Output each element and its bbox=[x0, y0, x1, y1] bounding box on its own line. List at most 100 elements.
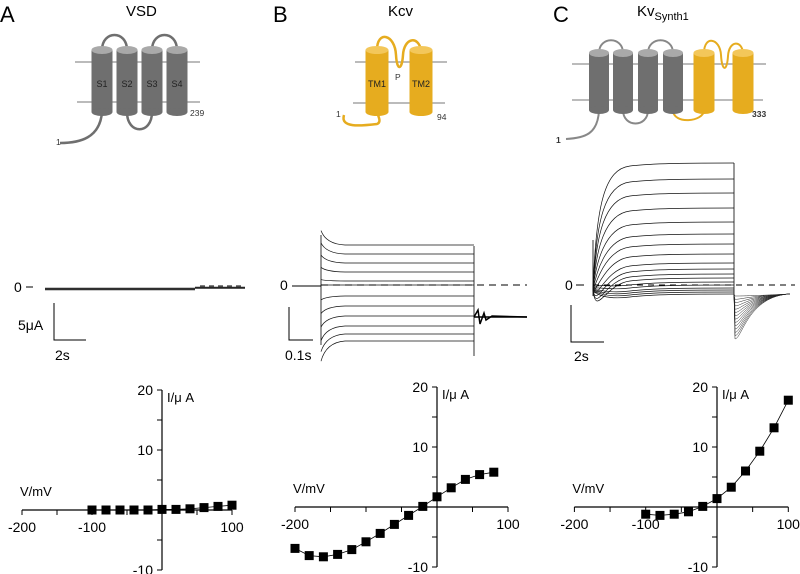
loop bbox=[150, 33, 179, 51]
data-point bbox=[712, 494, 722, 504]
helix-body bbox=[91, 50, 113, 112]
helix-top bbox=[693, 49, 715, 57]
data-point bbox=[655, 510, 665, 520]
data-point bbox=[143, 505, 153, 515]
helix-bottom bbox=[663, 106, 683, 114]
current-trace bbox=[45, 288, 245, 291]
helix-cylinder: TM1 bbox=[365, 46, 389, 116]
zero-label-b: 0 bbox=[280, 277, 288, 293]
helix-body bbox=[365, 50, 389, 112]
scale-bar-b bbox=[288, 307, 313, 341]
iv-plot-c: -200 -100 100 20 10 -10 V/mV I/μ A bbox=[560, 379, 800, 574]
y-tick-label: -10 bbox=[408, 559, 428, 574]
scale-time-a: 2s bbox=[55, 347, 70, 363]
helix-bottom bbox=[166, 108, 188, 116]
current-trace bbox=[592, 192, 735, 291]
helix-top bbox=[166, 46, 188, 54]
scale-bar-c bbox=[570, 305, 604, 343]
data-point bbox=[87, 505, 97, 515]
helix-bottom bbox=[613, 106, 633, 114]
current-trace bbox=[592, 277, 735, 302]
y-tick-label: 10 bbox=[692, 439, 708, 455]
data-point bbox=[446, 483, 456, 493]
y-tick-label: -10 bbox=[688, 559, 708, 574]
helix-label: S1 bbox=[96, 79, 107, 89]
current-trace bbox=[320, 279, 474, 282]
series-line bbox=[294, 471, 494, 558]
helix-cylinder: S1 bbox=[91, 46, 113, 116]
zero-label-c: 0 bbox=[565, 277, 573, 293]
helix-label: TM1 bbox=[368, 79, 386, 89]
pore-loop bbox=[375, 35, 423, 69]
helix-body bbox=[409, 50, 433, 112]
helix-bottom bbox=[116, 108, 138, 116]
x-tick-label: -200 bbox=[281, 516, 309, 532]
current-trace bbox=[320, 333, 474, 352]
y-tick-label: -10 bbox=[133, 562, 153, 574]
helix-body bbox=[613, 53, 633, 110]
helix-label: S4 bbox=[171, 79, 182, 89]
data-point bbox=[783, 395, 793, 405]
helix-top bbox=[589, 49, 609, 57]
current-trace bbox=[592, 162, 735, 291]
helix-top bbox=[141, 46, 163, 54]
y-tick-label: 10 bbox=[137, 442, 153, 458]
helix-cylinder: S3 bbox=[141, 46, 163, 116]
n-terminus-loop bbox=[565, 109, 600, 140]
current-trace bbox=[592, 281, 735, 291]
current-trace bbox=[592, 287, 735, 293]
helix-label: TM2 bbox=[412, 79, 430, 89]
current-trace bbox=[320, 295, 474, 301]
tail-current-trace bbox=[473, 307, 528, 325]
data-point bbox=[475, 470, 485, 480]
helix-bottom bbox=[732, 106, 754, 114]
panel-title-c: KvSynth1 bbox=[637, 3, 689, 23]
iv-plot-a: -200 -100 100 20 10 -10 V/mV I/μ A bbox=[8, 382, 244, 574]
data-point bbox=[333, 549, 343, 559]
x-tick-label: 100 bbox=[496, 516, 520, 532]
x-tick-label: -100 bbox=[632, 516, 660, 532]
current-trace bbox=[320, 267, 474, 273]
helix-top bbox=[613, 49, 633, 57]
helix-label: S2 bbox=[121, 79, 132, 89]
data-point bbox=[129, 505, 139, 515]
current-trace bbox=[320, 305, 474, 314]
x-axis-label: V/mV bbox=[293, 481, 325, 496]
helix-top bbox=[91, 46, 113, 54]
helix-cylinder: S2 bbox=[116, 46, 138, 116]
current-trace bbox=[592, 289, 735, 299]
y-tick-label: 20 bbox=[412, 379, 428, 395]
data-point bbox=[460, 474, 470, 484]
panel-title-a: VSD bbox=[126, 3, 157, 20]
helix-bottom bbox=[365, 108, 389, 116]
current-trace bbox=[45, 287, 245, 289]
data-point bbox=[304, 551, 314, 561]
topology-vsd: S1 S2 S3 S4 239 1 bbox=[56, 33, 204, 147]
scale-time-c: 2s bbox=[574, 348, 589, 364]
current-trace bbox=[592, 289, 735, 297]
n-terminus-loop bbox=[59, 111, 104, 145]
current-trace bbox=[320, 325, 474, 341]
data-point bbox=[290, 543, 300, 553]
helix-cylinder bbox=[589, 49, 609, 114]
helix-bottom bbox=[91, 108, 113, 116]
helix-bottom bbox=[409, 108, 433, 116]
y-tick-label: 20 bbox=[137, 382, 153, 398]
data-point bbox=[404, 510, 414, 520]
helix-body bbox=[693, 53, 715, 110]
x-axis-label: V/mV bbox=[572, 481, 604, 496]
current-trace bbox=[320, 242, 474, 255]
topology-kvsynth1: 333 1 bbox=[556, 39, 766, 145]
helix-bottom bbox=[589, 106, 609, 114]
y-axis-label: I/μ A bbox=[722, 387, 749, 402]
data-point bbox=[101, 505, 111, 515]
helix-top bbox=[732, 49, 754, 57]
data-point bbox=[199, 503, 209, 513]
helix-bottom bbox=[141, 108, 163, 116]
helix-top bbox=[638, 49, 658, 57]
data-point bbox=[361, 537, 371, 547]
helix-top bbox=[663, 49, 683, 57]
n-terminus-number: 1 bbox=[336, 109, 341, 119]
helix-bottom bbox=[638, 106, 658, 114]
